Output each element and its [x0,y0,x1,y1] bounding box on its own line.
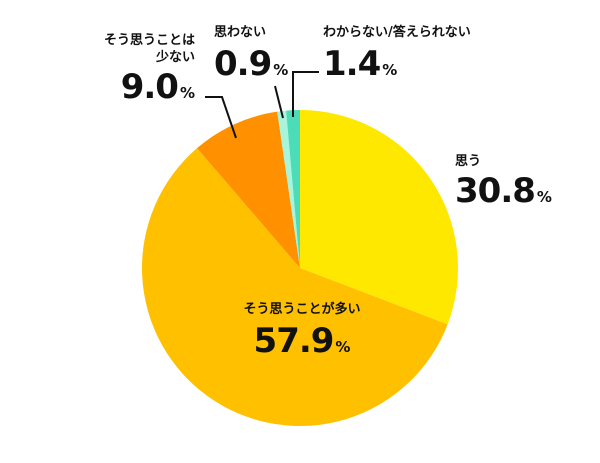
label-ooi-value: 57.9 [253,321,335,361]
label-omou-value: 30.8 [455,171,536,211]
label-wakaranai-category: わからない/答えられない [323,25,471,40]
percent-sign: % [536,188,552,206]
leader-line-wakaranai [292,71,319,117]
percent-sign: % [382,61,398,79]
label-wakaranai-value: 1.4 [323,44,381,84]
pie-slice-4 [286,110,300,268]
pie-slice-1 [142,148,448,427]
label-sukunai-category-line1: そう思うことは [103,33,195,48]
label-sukunai: そう思うことは 少ない 9.0% [60,34,195,104]
leader-line-sukunai [205,96,237,139]
label-omowanai-category: 思わない [214,25,267,40]
label-omou: 思う 30.8% [455,155,552,208]
percent-sign: % [179,84,195,102]
label-sukunai-category-line2: 少ない [155,50,195,65]
pie-slice-2 [197,111,300,268]
label-omou-category: 思う [455,154,482,169]
label-wakaranai: わからない/答えられない 1.4% [323,26,471,81]
label-omowanai: 思わない 0.9% [214,26,288,81]
leader-line-omowanai [274,85,284,119]
pie-slice-0 [300,110,458,325]
label-omowanai-value: 0.9 [214,44,272,84]
label-sukunai-value: 9.0 [120,67,179,107]
percent-sign: % [335,338,351,356]
pie-slice-3 [277,110,300,268]
label-ooi: そう思うことが多い 57.9% [222,303,382,358]
label-ooi-category: そう思うことが多い [243,302,361,317]
percent-sign: % [273,61,289,79]
